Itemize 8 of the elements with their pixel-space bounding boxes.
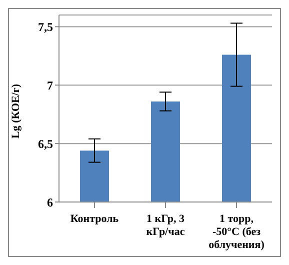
y-axis-title: Lg (КОЕ/г) xyxy=(10,84,22,138)
x-tick-label: 1 кГр, 3 кГр/час xyxy=(146,213,186,238)
y-tick-label: 7,5 xyxy=(38,20,53,34)
y-tick-label: 7 xyxy=(47,78,53,92)
y-tick-label: 6 xyxy=(47,195,53,210)
x-tick-label: Контроль xyxy=(70,213,119,225)
x-tick-label: 1 торр, -50°C (без облучения) xyxy=(208,213,265,251)
y-tick-label: 6,5 xyxy=(38,136,53,151)
